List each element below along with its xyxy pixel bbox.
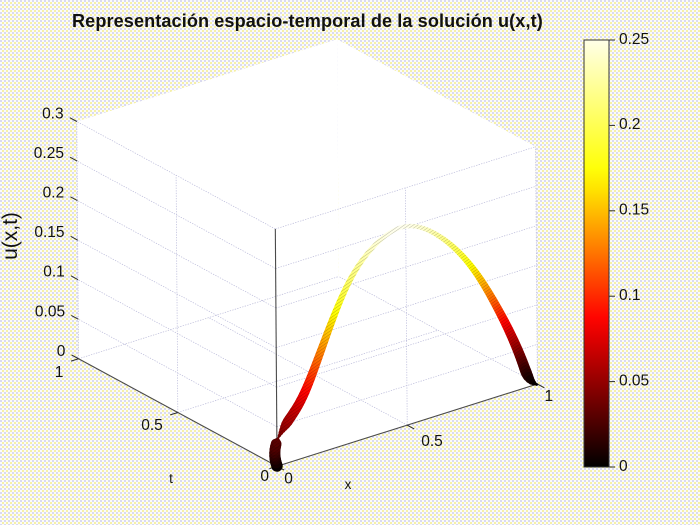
svg-text:0.5: 0.5 [141, 417, 163, 434]
svg-text:0.05: 0.05 [35, 303, 65, 320]
svg-text:t: t [169, 471, 173, 486]
svg-text:0.15: 0.15 [34, 224, 64, 241]
svg-text:0.3: 0.3 [42, 106, 64, 123]
svg-text:0.25: 0.25 [34, 145, 64, 162]
svg-text:0.2: 0.2 [619, 116, 641, 133]
svg-text:0: 0 [57, 343, 66, 360]
svg-text:u(x,t): u(x,t) [0, 212, 22, 260]
svg-text:0.05: 0.05 [619, 372, 649, 389]
svg-text:0.25: 0.25 [619, 31, 649, 48]
svg-text:0.5: 0.5 [421, 433, 443, 450]
svg-text:0: 0 [284, 470, 293, 487]
svg-text:1: 1 [544, 388, 553, 405]
svg-text:0: 0 [260, 468, 269, 485]
svg-text:1: 1 [55, 364, 64, 381]
svg-text:0.1: 0.1 [619, 287, 641, 304]
svg-text:0: 0 [619, 458, 628, 475]
svg-text:0.1: 0.1 [43, 264, 65, 281]
svg-text:0.2: 0.2 [43, 185, 65, 202]
svg-text:x: x [345, 477, 352, 492]
svg-text:0.15: 0.15 [619, 202, 649, 219]
